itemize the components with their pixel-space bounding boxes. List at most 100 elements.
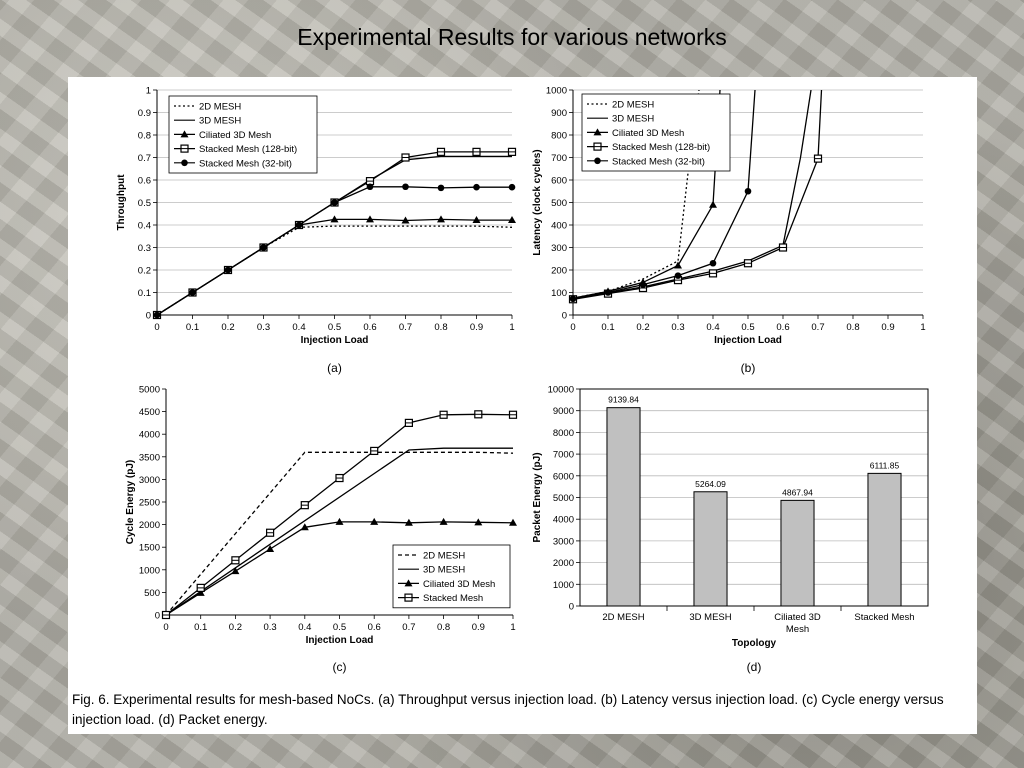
y-tick-label: 4000 bbox=[139, 430, 160, 441]
data-point bbox=[331, 199, 338, 206]
y-tick-label: 0 bbox=[155, 611, 160, 622]
data-point bbox=[439, 517, 448, 525]
x-tick-label: 0.7 bbox=[811, 322, 824, 333]
chart-c-cycle-energy: 0 500 1000 1500 2000 2500 3000 3500 4000 4500 5000… bbox=[125, 385, 518, 674]
y-axis-label: Throughput bbox=[116, 174, 127, 231]
y-tick-label: 0.4 bbox=[138, 221, 151, 232]
x-tick-label: 0.8 bbox=[846, 322, 859, 333]
series-line-0 bbox=[166, 451, 513, 615]
y-tick-label: 9000 bbox=[553, 406, 574, 417]
y-tick-label: 0.9 bbox=[138, 108, 151, 119]
y-tick-label: 200 bbox=[551, 266, 567, 277]
y-tick-label: 10000 bbox=[548, 385, 574, 396]
data-point bbox=[604, 289, 612, 296]
series-line-0 bbox=[157, 225, 512, 315]
y-tick-label: 800 bbox=[551, 131, 567, 142]
data-point bbox=[674, 261, 682, 269]
y-tick-label: 5000 bbox=[553, 493, 574, 504]
data-point bbox=[569, 295, 577, 303]
panel-label: (c) bbox=[333, 660, 347, 674]
legend-label: Stacked Mesh (32-bit) bbox=[612, 156, 705, 167]
legend-marker bbox=[181, 159, 188, 167]
legend-marker bbox=[180, 130, 189, 138]
legend-label: Stacked Mesh bbox=[423, 593, 483, 604]
y-tick-label: 6000 bbox=[553, 471, 574, 482]
category-label: Stacked Mesh bbox=[854, 612, 914, 623]
y-axis-label: Cycle Energy (pJ) bbox=[125, 460, 136, 544]
category-label-line2: Mesh bbox=[786, 624, 809, 635]
y-tick-label: 0 bbox=[569, 602, 574, 613]
data-point bbox=[437, 184, 445, 192]
data-point bbox=[509, 518, 517, 526]
x-axis-label: Topology bbox=[732, 638, 777, 649]
bar-value-label: 4867.94 bbox=[782, 487, 813, 497]
data-point bbox=[330, 215, 339, 223]
y-tick-label: 0.6 bbox=[138, 176, 151, 187]
panel-label: (d) bbox=[747, 660, 762, 674]
data-point bbox=[401, 216, 410, 224]
y-tick-label: 3000 bbox=[139, 475, 160, 486]
legend-label: Ciliated 3D Mesh bbox=[199, 130, 271, 141]
legend-marker bbox=[593, 128, 602, 136]
x-tick-label: 0.7 bbox=[402, 622, 415, 633]
y-tick-label: 0.3 bbox=[138, 243, 151, 254]
y-tick-label: 400 bbox=[551, 221, 567, 232]
x-tick-label: 0.3 bbox=[257, 322, 270, 333]
series-line-2 bbox=[573, 90, 721, 299]
y-tick-label: 0.7 bbox=[138, 153, 151, 164]
data-point bbox=[196, 588, 205, 596]
x-tick-label: 0.1 bbox=[186, 322, 199, 333]
y-tick-label: 4000 bbox=[553, 515, 574, 526]
series-line-2 bbox=[157, 218, 512, 315]
y-tick-label: 500 bbox=[551, 198, 567, 209]
category-label: 3D MESH bbox=[689, 612, 731, 623]
y-tick-label: 500 bbox=[144, 588, 160, 599]
x-tick-label: 0.3 bbox=[263, 622, 276, 633]
x-tick-label: 0.2 bbox=[221, 322, 234, 333]
data-point bbox=[153, 311, 161, 319]
legend-label: Stacked Mesh (128-bit) bbox=[612, 142, 710, 153]
data-point bbox=[508, 216, 516, 224]
x-tick-label: 0.6 bbox=[368, 622, 381, 633]
x-tick-label: 0 bbox=[154, 322, 159, 333]
bar-0 bbox=[606, 407, 641, 607]
y-tick-label: 0 bbox=[562, 311, 567, 322]
x-axis-label: Injection Load bbox=[714, 335, 782, 346]
x-tick-label: 0.9 bbox=[472, 622, 485, 633]
legend-label: 2D MESH bbox=[423, 551, 465, 562]
chart-b-latency: 0 100 200 300 400 500 600 700 800 900 1000 0 0.1 0.2 0… bbox=[532, 86, 926, 376]
x-tick-label: 0.2 bbox=[636, 322, 649, 333]
y-tick-label: 0.5 bbox=[138, 198, 151, 209]
figure-panel: 0 0.1 0.2 0.3 0.4 0.5 0.6 0.7 0.8 0.9 1 0 0.1 0.2 0.3 0… bbox=[68, 77, 977, 734]
x-tick-label: 0.5 bbox=[333, 622, 346, 633]
slide-title: Experimental Results for various network… bbox=[297, 24, 727, 50]
legend-marker bbox=[594, 157, 601, 165]
y-tick-label: 700 bbox=[551, 153, 567, 164]
y-tick-label: 900 bbox=[551, 108, 567, 119]
x-tick-label: 0.5 bbox=[741, 322, 754, 333]
bar-2 bbox=[780, 499, 815, 607]
data-point bbox=[404, 518, 413, 526]
y-axis-label: Latency (clock cycles) bbox=[532, 149, 543, 255]
y-tick-label: 1000 bbox=[553, 580, 574, 591]
chart-d-packet-energy: 0 1000 2000 3000 4000 5000 6000 7000 8000 9000 100… bbox=[532, 385, 929, 674]
panel-label: (b) bbox=[741, 361, 756, 375]
x-tick-label: 1 bbox=[509, 322, 514, 333]
y-tick-label: 0.2 bbox=[138, 266, 151, 277]
chart-a-throughput: 0 0.1 0.2 0.3 0.4 0.5 0.6 0.7 0.8 0.9 1 0 0.1 0.2 0.3 0… bbox=[116, 86, 517, 375]
y-tick-label: 7000 bbox=[553, 450, 574, 461]
x-tick-label: 0.6 bbox=[363, 322, 376, 333]
x-tick-label: 0.5 bbox=[328, 322, 341, 333]
x-tick-label: 0.1 bbox=[194, 622, 207, 633]
y-tick-label: 2500 bbox=[139, 498, 160, 509]
x-tick-label: 0.1 bbox=[601, 322, 614, 333]
legend-label: 3D MESH bbox=[612, 114, 654, 125]
y-tick-label: 100 bbox=[551, 288, 567, 299]
bar-1 bbox=[693, 491, 728, 607]
data-point bbox=[639, 281, 647, 288]
data-point bbox=[402, 183, 409, 191]
data-point bbox=[473, 183, 480, 191]
legend-label: 2D MESH bbox=[612, 100, 654, 111]
x-tick-label: 0.4 bbox=[298, 622, 311, 633]
legend-label: 2D MESH bbox=[199, 102, 241, 113]
